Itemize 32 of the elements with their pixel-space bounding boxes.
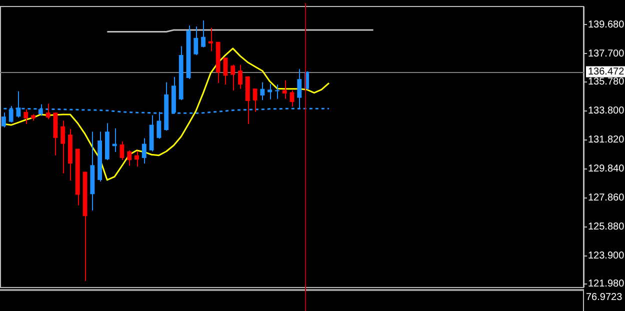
candlestick: [127, 150, 132, 166]
candlestick: [201, 20, 206, 48]
y-tick-label: 121.980: [588, 278, 625, 290]
y-tick-label: 127.860: [588, 192, 625, 204]
candlestick: [275, 84, 280, 100]
candlestick: [230, 64, 236, 91]
candlestick: [142, 138, 146, 164]
y-tick-label: 129.840: [588, 164, 625, 175]
y-tick-label: 123.900: [588, 250, 625, 262]
y-tick-label: 137.700: [588, 48, 625, 60]
y-tick-label: 139.680: [588, 19, 625, 30]
candlestick: [134, 150, 139, 168]
candlestick: [1, 112, 6, 128]
candlestick: [46, 103, 50, 120]
ref-line-label: 136.472: [588, 66, 625, 78]
candlestick: [223, 57, 228, 86]
candlestick: [290, 90, 294, 108]
candlestick: [208, 27, 213, 52]
candlestick: [120, 140, 124, 161]
candlestick: [194, 26, 198, 56]
candlestick: [60, 120, 66, 174]
candlestick: [252, 88, 258, 112]
candlestick: [24, 108, 28, 125]
y-tick-label: 133.800: [588, 106, 625, 117]
text: 76.9723: [586, 291, 624, 305]
y-tick-label: 131.820: [588, 134, 625, 146]
candlestick: [238, 64, 242, 90]
y-tick-label: 125.880: [588, 222, 625, 233]
candlestick: [260, 82, 265, 101]
y-tick-label: 135.780: [588, 76, 625, 88]
candlestick: [268, 84, 272, 100]
candlestick: [282, 80, 287, 100]
